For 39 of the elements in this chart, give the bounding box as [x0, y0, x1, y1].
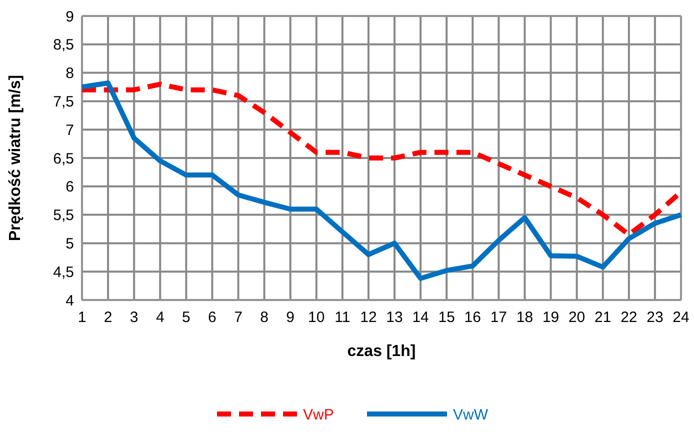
x-tick-label: 2 [104, 309, 112, 326]
x-tick-label: 18 [516, 309, 534, 326]
x-tick-label: 10 [308, 309, 325, 326]
x-axis-title: czas [1h] [347, 343, 416, 360]
x-tick-label: 3 [130, 309, 138, 326]
x-tick-label: 13 [386, 309, 403, 326]
y-tick-label: 7,5 [53, 93, 74, 110]
x-tick-label: 12 [360, 309, 377, 326]
y-tick-label: 4,5 [53, 264, 74, 281]
legend-label: VwP [303, 406, 334, 424]
x-tick-label: 17 [490, 309, 508, 326]
y-tick-label: 7 [66, 122, 74, 139]
x-tick-label: 22 [620, 309, 638, 326]
x-tick-label: 6 [208, 309, 216, 326]
y-tick-label: 8,5 [53, 36, 74, 54]
x-tick-label: 5 [182, 309, 190, 326]
y-tick-label: 5 [66, 235, 74, 252]
x-tick-label: 15 [438, 309, 455, 326]
y-tick-label: 8 [66, 65, 74, 82]
y-axis-title: Prędkość wiatru [m/s] [7, 74, 24, 242]
y-tick-label: 4 [66, 292, 74, 310]
x-tick-label: 7 [234, 309, 242, 326]
y-tick-label: 6 [66, 178, 74, 196]
y-tick-label: 6,5 [53, 150, 74, 168]
x-tick-label: 4 [156, 309, 164, 326]
x-tick-label: 21 [594, 309, 612, 326]
x-tick-label: 8 [260, 309, 268, 326]
x-tick-label: 9 [286, 309, 295, 326]
x-tick-label: 23 [646, 309, 664, 326]
y-tick-label: 9 [66, 8, 74, 26]
x-tick-label: 20 [568, 309, 586, 326]
y-tick-label: 5,5 [53, 207, 74, 224]
x-tick-label: 14 [412, 309, 429, 326]
x-tick-label: 1 [78, 309, 86, 326]
x-tick-label: 11 [334, 309, 350, 326]
x-tick-label: 19 [542, 309, 560, 326]
x-tick-label: 24 [672, 309, 690, 326]
text: VwW [453, 406, 489, 424]
x-tick-label: 16 [464, 309, 481, 326]
